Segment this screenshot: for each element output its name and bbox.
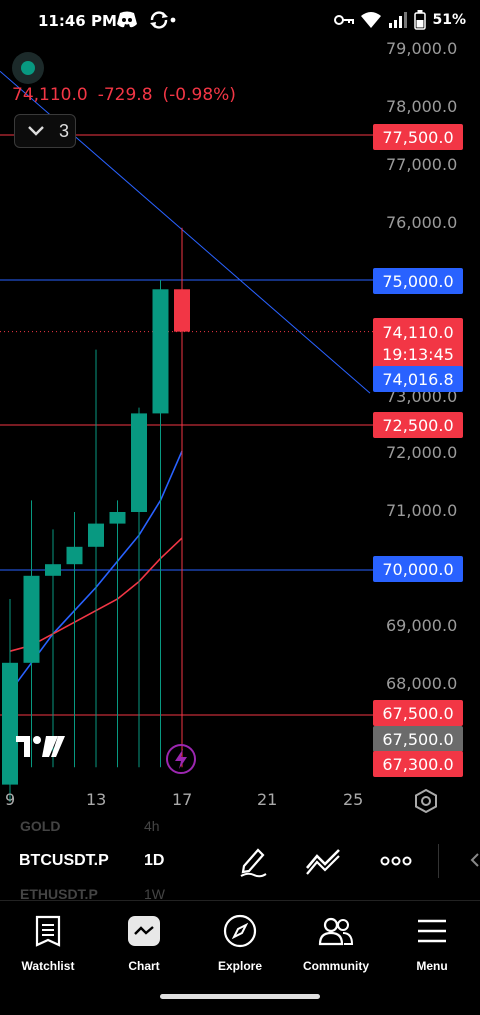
y-axis-label: 78,000.0 bbox=[386, 97, 458, 116]
tab-menu[interactable]: Menu bbox=[384, 911, 480, 973]
y-axis-label: 72,000.0 bbox=[386, 443, 458, 462]
x-axis: 9 13 17 21 25 bbox=[0, 790, 480, 812]
settings-icon[interactable] bbox=[414, 789, 438, 813]
lightning-icon[interactable] bbox=[165, 743, 197, 775]
last-price-tag-value: 74,110.0 bbox=[382, 323, 454, 342]
market-open-dot bbox=[21, 61, 35, 75]
candle-body bbox=[45, 564, 61, 576]
menu-icon bbox=[418, 919, 446, 943]
candle-body bbox=[109, 512, 126, 524]
indicator-count: 3 bbox=[59, 120, 70, 141]
candle-body bbox=[66, 546, 83, 565]
battery-percent: 51% bbox=[432, 12, 466, 28]
y-axis-label: 71,000.0 bbox=[386, 501, 458, 520]
compass-icon bbox=[223, 914, 257, 948]
candle-body bbox=[2, 662, 18, 785]
status-time: 11:46 PM bbox=[38, 12, 117, 30]
status-bar: 11:46 PM 51% bbox=[0, 0, 480, 42]
y-axis-label: 79,000.0 bbox=[386, 39, 458, 58]
price-change: -729.8 bbox=[97, 85, 153, 105]
chevron-left-icon[interactable] bbox=[468, 852, 480, 868]
people-icon bbox=[318, 917, 354, 946]
tab-chart[interactable]: Chart bbox=[96, 911, 192, 973]
home-indicator bbox=[160, 994, 320, 999]
ghost-symbol: GOLD bbox=[20, 818, 61, 834]
bar-countdown: 19:13:45 bbox=[382, 345, 454, 364]
ghost-timeframe: 1W bbox=[144, 886, 165, 902]
level-tag-72500[interactable]: 72,500.0 bbox=[373, 412, 463, 438]
battery-icon bbox=[414, 10, 427, 30]
level-tag-77500[interactable]: 77,500.0 bbox=[373, 124, 463, 150]
x-axis-label: 25 bbox=[343, 790, 364, 809]
signal-icon bbox=[389, 12, 408, 28]
tab-label: Menu bbox=[416, 959, 448, 973]
tab-label: Community bbox=[303, 959, 369, 973]
indicators-icon[interactable] bbox=[305, 844, 343, 878]
x-axis-label: 17 bbox=[172, 790, 193, 809]
candle-body bbox=[88, 523, 104, 547]
y-axis-label: 69,000.0 bbox=[386, 616, 458, 635]
tab-watchlist[interactable]: Watchlist bbox=[0, 911, 96, 973]
ghost-timeframe: 4h bbox=[144, 818, 160, 834]
ema-tag: 74,016.8 bbox=[373, 366, 463, 392]
level-tag-67300[interactable]: 67,300.0 bbox=[373, 751, 463, 777]
wifi-icon bbox=[361, 12, 382, 28]
last-price-tag: 74,110.0 19:13:45 bbox=[373, 318, 463, 370]
candlestick-chart[interactable] bbox=[0, 40, 480, 818]
chevron-down-icon bbox=[28, 126, 44, 136]
x-axis-label: 21 bbox=[257, 790, 278, 809]
candle-body bbox=[174, 289, 190, 332]
level-tag-67500[interactable]: 67,500.0 bbox=[373, 700, 463, 726]
tab-label: Watchlist bbox=[21, 959, 75, 973]
tab-community[interactable]: Community bbox=[288, 911, 384, 973]
symbol-selector[interactable]: BTCUSDT.P bbox=[19, 852, 109, 869]
watchlist-icon bbox=[35, 915, 61, 947]
tradingview-logo bbox=[16, 736, 65, 757]
chart-icon bbox=[134, 926, 154, 935]
price-legend: 74,110.0 -729.8 (-0.98%) bbox=[12, 85, 246, 105]
candle-body bbox=[152, 289, 169, 414]
x-axis-label: 9 bbox=[5, 790, 16, 809]
symbol-toolbar: GOLD 4h BTCUSDT.P 1D ETHUSDT.P 1W bbox=[0, 818, 480, 902]
vpn-key-icon bbox=[334, 15, 355, 25]
x-axis-label: 13 bbox=[86, 790, 107, 809]
crosshair-price-tag: 67,500.0 bbox=[373, 726, 463, 752]
ghost-symbol: ETHUSDT.P bbox=[20, 886, 98, 902]
sync-icon bbox=[150, 11, 176, 29]
more-icon[interactable] bbox=[380, 844, 412, 878]
indicator-collapse-button[interactable]: 3 bbox=[14, 114, 76, 148]
drawing-tool-icon[interactable] bbox=[238, 844, 270, 878]
tab-label: Explore bbox=[217, 959, 262, 973]
tab-label: Chart bbox=[128, 959, 160, 973]
y-axis-label: 77,000.0 bbox=[386, 155, 458, 174]
toolbar-divider bbox=[438, 844, 439, 878]
timeframe-selector[interactable]: 1D bbox=[144, 852, 165, 869]
y-axis-label: 76,000.0 bbox=[386, 213, 458, 232]
price-change-pct: (-0.98%) bbox=[162, 85, 236, 105]
level-tag-70000[interactable]: 70,000.0 bbox=[373, 556, 463, 582]
level-tag-75000[interactable]: 75,000.0 bbox=[373, 268, 463, 294]
chart-area[interactable] bbox=[0, 40, 480, 818]
y-axis-label: 68,000.0 bbox=[386, 674, 458, 693]
candle-body bbox=[131, 413, 147, 512]
last-price: 74,110.0 bbox=[12, 85, 88, 105]
discord-icon bbox=[117, 11, 137, 28]
candle-body bbox=[23, 575, 40, 663]
market-status-button[interactable] bbox=[12, 52, 44, 84]
tab-explore[interactable]: Explore bbox=[192, 911, 288, 973]
